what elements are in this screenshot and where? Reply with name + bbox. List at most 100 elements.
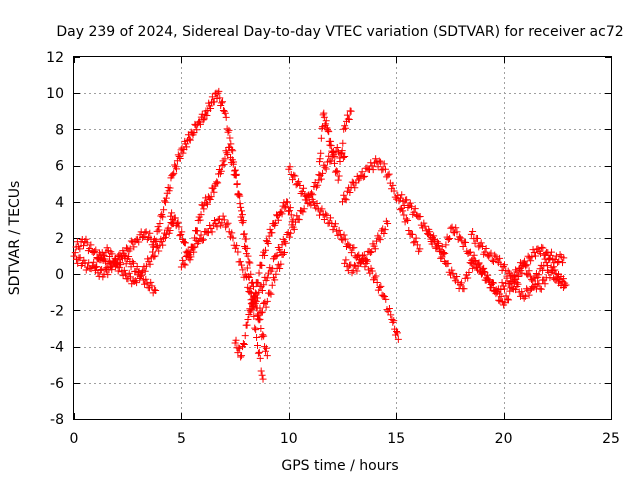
data-point bbox=[334, 176, 342, 184]
data-point-interp bbox=[541, 255, 549, 263]
data-point-interp bbox=[377, 282, 385, 290]
data-point-interp bbox=[138, 234, 146, 242]
data-point-interp bbox=[403, 196, 411, 204]
data-point-interp bbox=[348, 178, 356, 186]
data-point bbox=[510, 272, 518, 280]
data-point-interp bbox=[130, 243, 138, 251]
data-point bbox=[246, 306, 254, 314]
data-point-interp bbox=[147, 278, 155, 286]
data-point-interp bbox=[518, 269, 526, 277]
data-point-interp bbox=[178, 228, 186, 236]
data-point-interp bbox=[166, 184, 174, 192]
y-tick-label: -6 bbox=[50, 376, 64, 392]
data-point-interp bbox=[171, 161, 179, 169]
data-point-interp bbox=[448, 266, 456, 274]
data-point bbox=[141, 229, 149, 237]
data-point-interp bbox=[385, 170, 393, 178]
data-point-interp bbox=[323, 124, 331, 132]
data-point-interp bbox=[555, 258, 563, 266]
data-point-interp bbox=[128, 258, 136, 266]
data-point-interp bbox=[234, 248, 242, 256]
data-point-interp bbox=[103, 244, 111, 252]
data-point-interp bbox=[239, 266, 247, 274]
data-point-interp bbox=[290, 171, 298, 179]
data-point bbox=[238, 352, 246, 360]
data-point-interp bbox=[186, 136, 194, 144]
x-axis-label: GPS time / hours bbox=[281, 458, 398, 474]
data-point bbox=[390, 187, 398, 195]
data-point-interp bbox=[404, 216, 412, 224]
data-point-interp bbox=[237, 203, 245, 211]
data-point-interp bbox=[166, 226, 174, 234]
data-point-interp bbox=[133, 279, 141, 287]
data-point-interp bbox=[219, 98, 227, 106]
data-point-interp bbox=[130, 259, 138, 267]
data-point bbox=[336, 230, 344, 238]
data-point-interp bbox=[260, 300, 268, 308]
data-point-interp bbox=[528, 253, 536, 261]
data-point-interp bbox=[247, 270, 255, 278]
data-point-interp bbox=[159, 241, 167, 249]
data-point-interp bbox=[371, 245, 379, 253]
data-point-interp bbox=[499, 263, 507, 270]
data-point-interp bbox=[552, 252, 560, 260]
data-point-interp bbox=[203, 199, 211, 207]
data-point-interp bbox=[180, 260, 188, 268]
data-point-interp bbox=[225, 126, 233, 134]
data-point-interp bbox=[317, 134, 325, 142]
data-point-interp bbox=[353, 267, 361, 275]
data-point-interp bbox=[357, 259, 365, 267]
data-point-interp bbox=[304, 191, 312, 199]
data-point-interp bbox=[221, 155, 229, 163]
data-point-interp bbox=[421, 222, 429, 230]
data-point-interp bbox=[331, 220, 339, 228]
data-point-interp bbox=[377, 158, 385, 166]
data-point-interp bbox=[389, 318, 397, 326]
data-point-interp bbox=[237, 353, 245, 361]
data-point-interp bbox=[274, 216, 282, 224]
data-point bbox=[416, 245, 424, 253]
data-point-interp bbox=[317, 175, 325, 183]
data-point bbox=[467, 230, 475, 238]
data-point-interp bbox=[142, 228, 150, 236]
data-point-interp bbox=[329, 153, 337, 161]
data-point bbox=[270, 220, 278, 228]
data-point-interp bbox=[420, 219, 428, 227]
data-point-interp bbox=[97, 251, 105, 259]
data-point bbox=[169, 171, 177, 179]
data-point-interp bbox=[444, 259, 452, 267]
data-point-interp bbox=[322, 117, 330, 125]
data-point-interp bbox=[342, 124, 350, 132]
data-point-interp bbox=[125, 269, 133, 277]
data-point-interp bbox=[250, 303, 258, 311]
data-point-interp bbox=[258, 371, 266, 379]
data-point bbox=[240, 230, 248, 238]
data-point-interp bbox=[255, 348, 263, 356]
data-point-interp bbox=[268, 229, 276, 237]
data-point-interp bbox=[496, 254, 504, 262]
data-point-interp bbox=[260, 332, 268, 340]
data-point-interp bbox=[466, 259, 474, 267]
data-point-interp bbox=[185, 254, 193, 262]
data-point-interp bbox=[340, 191, 348, 199]
data-point-interp bbox=[199, 116, 207, 124]
data-point-interp bbox=[393, 329, 401, 337]
data-point-interp bbox=[361, 172, 369, 180]
data-point-interp bbox=[181, 261, 189, 269]
data-point-interp bbox=[256, 354, 264, 362]
data-point-interp bbox=[179, 149, 187, 157]
data-point-interp bbox=[100, 252, 108, 260]
data-point-interp bbox=[376, 236, 384, 244]
data-point-interp bbox=[165, 229, 173, 237]
data-point-interp bbox=[345, 116, 353, 123]
data-point-interp bbox=[226, 134, 234, 142]
data-point-interp bbox=[108, 250, 116, 258]
data-point-interp bbox=[316, 155, 324, 163]
data-point-interp bbox=[464, 274, 472, 282]
data-point-interp bbox=[76, 245, 84, 253]
data-point-interp bbox=[412, 234, 420, 242]
data-point bbox=[220, 107, 228, 115]
data-point-interp bbox=[290, 225, 298, 233]
data-point-interp bbox=[381, 293, 389, 301]
data-point-interp bbox=[159, 213, 167, 221]
